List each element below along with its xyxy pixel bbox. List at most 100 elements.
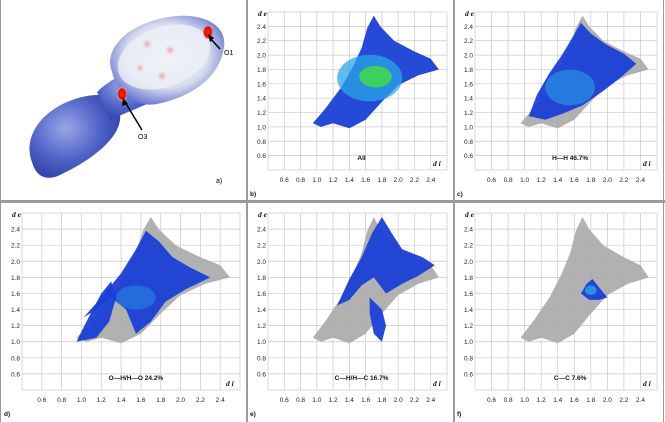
x-tick-label: 1.4 xyxy=(553,397,562,404)
contact-caption: H—H 46.7% xyxy=(552,155,588,162)
x-tick-label: 1.2 xyxy=(537,177,546,184)
y-tick-label: 0.6 xyxy=(257,371,266,378)
x-tick-label: 1.6 xyxy=(570,397,579,404)
axis-label-di: d i xyxy=(643,159,652,168)
y-tick-label: 0.8 xyxy=(464,139,473,146)
x-tick-label: 2.2 xyxy=(410,397,419,404)
x-tick-label: 1.8 xyxy=(377,397,386,404)
fingerprint-plot-c: 2.4 2.2 2.0 1.8 1.6 1.4 1.2 1.0 0.8 0.6 0.6 0.8 1.0 1… xyxy=(457,9,658,198)
x-tick-label: 2.0 xyxy=(603,177,612,184)
arrow-o3 xyxy=(124,101,143,131)
panel-b: 2.4 2.2 2.0 1.8 1.6 1.4 1.2 1.0 0.8 0.6 0.6 0.8 1.0 1… xyxy=(248,2,453,200)
axis-label-de: d e xyxy=(465,9,475,18)
y-tick-label: 0.8 xyxy=(11,355,20,362)
y-tick-label: 1.8 xyxy=(464,67,473,74)
red-spot-o3 xyxy=(117,87,127,101)
x-tick-label: 0.6 xyxy=(37,397,46,404)
y-tick-label: 1.8 xyxy=(464,275,473,282)
y-tick-label: 0.6 xyxy=(464,371,473,378)
y-tick-label: 1.2 xyxy=(464,323,473,330)
y-tick-label: 0.8 xyxy=(257,139,266,146)
separator xyxy=(663,0,664,422)
y-tick-label: 1.8 xyxy=(257,275,266,282)
plot-frame xyxy=(267,11,448,171)
y-tick-label: 1.2 xyxy=(257,323,266,330)
plot-frame xyxy=(474,11,658,171)
y-tick-label: 2.0 xyxy=(257,53,266,60)
x-tick-label: 1.8 xyxy=(377,177,386,184)
plot-frame xyxy=(474,212,658,391)
x-tick-label: 1.2 xyxy=(97,397,106,404)
y-tick-label: 2.2 xyxy=(464,243,473,250)
y-tick-label: 1.2 xyxy=(11,323,20,330)
fingerprint-cyan-core xyxy=(585,285,597,296)
atom-label-o3: O3 xyxy=(138,134,147,141)
y-tick-label: 1.6 xyxy=(464,291,473,298)
axis-label-de: d e xyxy=(258,210,268,219)
x-tick-label: 0.8 xyxy=(504,177,513,184)
panel-letter: f) xyxy=(457,411,461,418)
y-tick-label: 1.0 xyxy=(464,339,473,346)
y-tick-label: 1.0 xyxy=(11,339,20,346)
y-tick-label: 1.4 xyxy=(11,307,20,314)
x-tick-label: 1.6 xyxy=(361,397,370,404)
plot-frame xyxy=(267,212,448,391)
y-tick-label: 1.2 xyxy=(257,110,266,117)
contact-caption: C—C 7.6% xyxy=(554,375,587,382)
fingerprint-blue-spike xyxy=(369,297,386,342)
y-tick-label: 2.4 xyxy=(257,227,266,234)
y-tick-label: 1.8 xyxy=(11,275,20,282)
y-tick-label: 0.6 xyxy=(464,153,473,160)
y-tick-label: 1.2 xyxy=(464,110,473,117)
x-tick-label: 2.4 xyxy=(636,177,645,184)
axis-label-di: d i xyxy=(643,379,652,388)
plot-frame xyxy=(21,212,241,391)
panel-c: 2.4 2.2 2.0 1.8 1.6 1.4 1.2 1.0 0.8 0.6 0.6 0.8 1.0 1… xyxy=(455,2,663,200)
x-tick-label: 1.6 xyxy=(570,177,579,184)
x-tick-label: 1.0 xyxy=(312,397,321,404)
x-tick-label: 1.8 xyxy=(586,177,595,184)
fingerprint-cyan-core xyxy=(545,69,595,106)
y-tick-label: 0.6 xyxy=(257,153,266,160)
x-tick-label: 0.8 xyxy=(57,397,66,404)
x-tick-label: 2.4 xyxy=(636,397,645,404)
panel-f: 2.4 2.2 2.0 1.8 1.6 1.4 1.2 1.0 0.8 0.6 0.6 0.8 1.0 1… xyxy=(455,203,663,420)
x-tick-label: 0.6 xyxy=(280,397,289,404)
axis-label-de: d e xyxy=(465,210,475,219)
x-tick-label: 1.4 xyxy=(345,177,354,184)
y-tick-label: 1.0 xyxy=(257,339,266,346)
x-tick-label: 0.6 xyxy=(487,397,496,404)
atom-label-o1: O1 xyxy=(224,50,233,57)
x-tick-label: 2.2 xyxy=(619,177,628,184)
panel-a: O1 O3 a) xyxy=(2,2,246,200)
x-tick-label: 1.2 xyxy=(329,177,338,184)
y-tick-label: 2.0 xyxy=(257,259,266,266)
fingerprint-grey-region xyxy=(520,217,649,344)
y-tick-label: 0.6 xyxy=(11,371,20,378)
contact-caption: O—H/H—O 24.2% xyxy=(109,375,164,382)
fingerprint-cyan-core xyxy=(116,285,156,310)
fingerprint-blue-spike xyxy=(76,281,117,342)
x-tick-label: 1.4 xyxy=(553,177,562,184)
y-tick-label: 1.0 xyxy=(464,124,473,131)
fingerprint-blue-region xyxy=(83,230,211,334)
y-tick-label: 2.0 xyxy=(464,259,473,266)
separator xyxy=(0,200,665,203)
y-tick-label: 1.4 xyxy=(257,307,266,314)
y-tick-label: 2.4 xyxy=(464,227,473,234)
x-tick-label: 0.6 xyxy=(487,177,496,184)
x-tick-label: 1.8 xyxy=(156,397,165,404)
x-tick-label: 1.4 xyxy=(345,397,354,404)
y-tick-label: 1.6 xyxy=(11,291,20,298)
panel-e: 2.4 2.2 2.0 1.8 1.6 1.4 1.2 1.0 0.8 0.6 0.6 0.8 1.0 1… xyxy=(248,203,453,420)
contact-caption: C—H/H—C 16.7% xyxy=(335,375,389,382)
fingerprint-plot-e: 2.4 2.2 2.0 1.8 1.6 1.4 1.2 1.0 0.8 0.6 0.6 0.8 1.0 1… xyxy=(250,210,448,418)
x-tick-label: 1.2 xyxy=(537,397,546,404)
y-tick-label: 2.4 xyxy=(464,24,473,31)
y-tick-label: 1.8 xyxy=(257,67,266,74)
y-tick-label: 2.0 xyxy=(464,53,473,60)
y-tick-label: 1.6 xyxy=(464,81,473,88)
x-tick-label: 2.2 xyxy=(196,397,205,404)
fingerprint-blue-region xyxy=(528,22,637,120)
